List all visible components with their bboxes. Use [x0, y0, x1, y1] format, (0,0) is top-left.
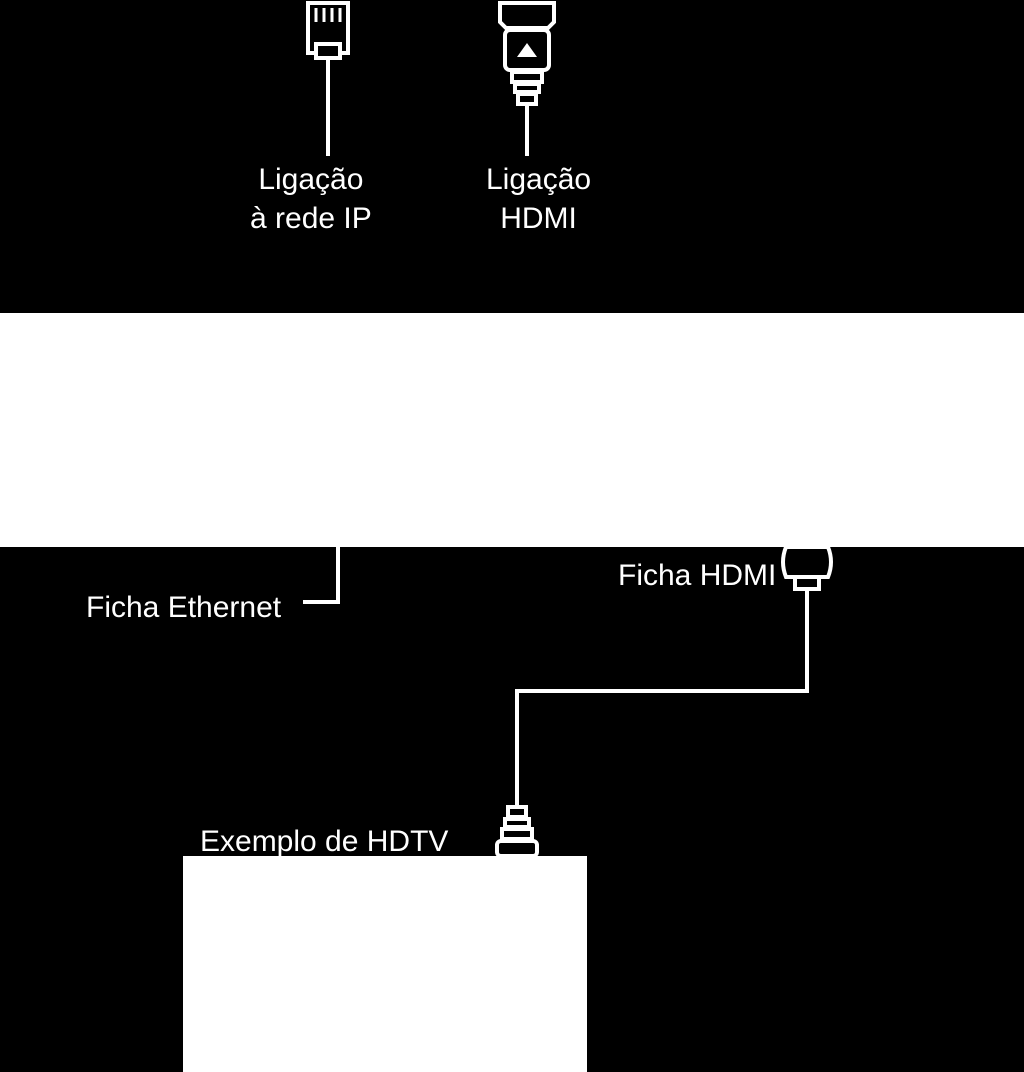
ip-label-line1: Ligação	[258, 163, 363, 196]
ethernet-plug-label: Ficha Ethernet	[86, 588, 281, 627]
hdmi-label-line1: Ligação	[486, 163, 591, 196]
hdmi-label-line2: HDMI	[500, 202, 577, 235]
hdmi-top-connector-icon	[500, 3, 554, 104]
hdtv-box	[183, 856, 587, 1072]
hdmi-tv-connector-icon	[497, 807, 537, 856]
hdmi-cable-path	[517, 589, 807, 807]
ethernet-label-line	[303, 547, 338, 602]
rj45-connector-icon	[308, 3, 348, 58]
hdmi-connection-label: Ligação HDMI	[486, 160, 591, 238]
hdmi-plug-icon	[783, 547, 831, 589]
hdtv-example-label: Exemplo de HDTV	[200, 822, 448, 861]
hdmi-plug-label: Ficha HDMI	[618, 556, 776, 595]
ip-label-line2: à rede IP	[250, 202, 372, 235]
ip-connection-label: Ligação à rede IP	[250, 160, 372, 238]
device-box	[0, 313, 1024, 547]
